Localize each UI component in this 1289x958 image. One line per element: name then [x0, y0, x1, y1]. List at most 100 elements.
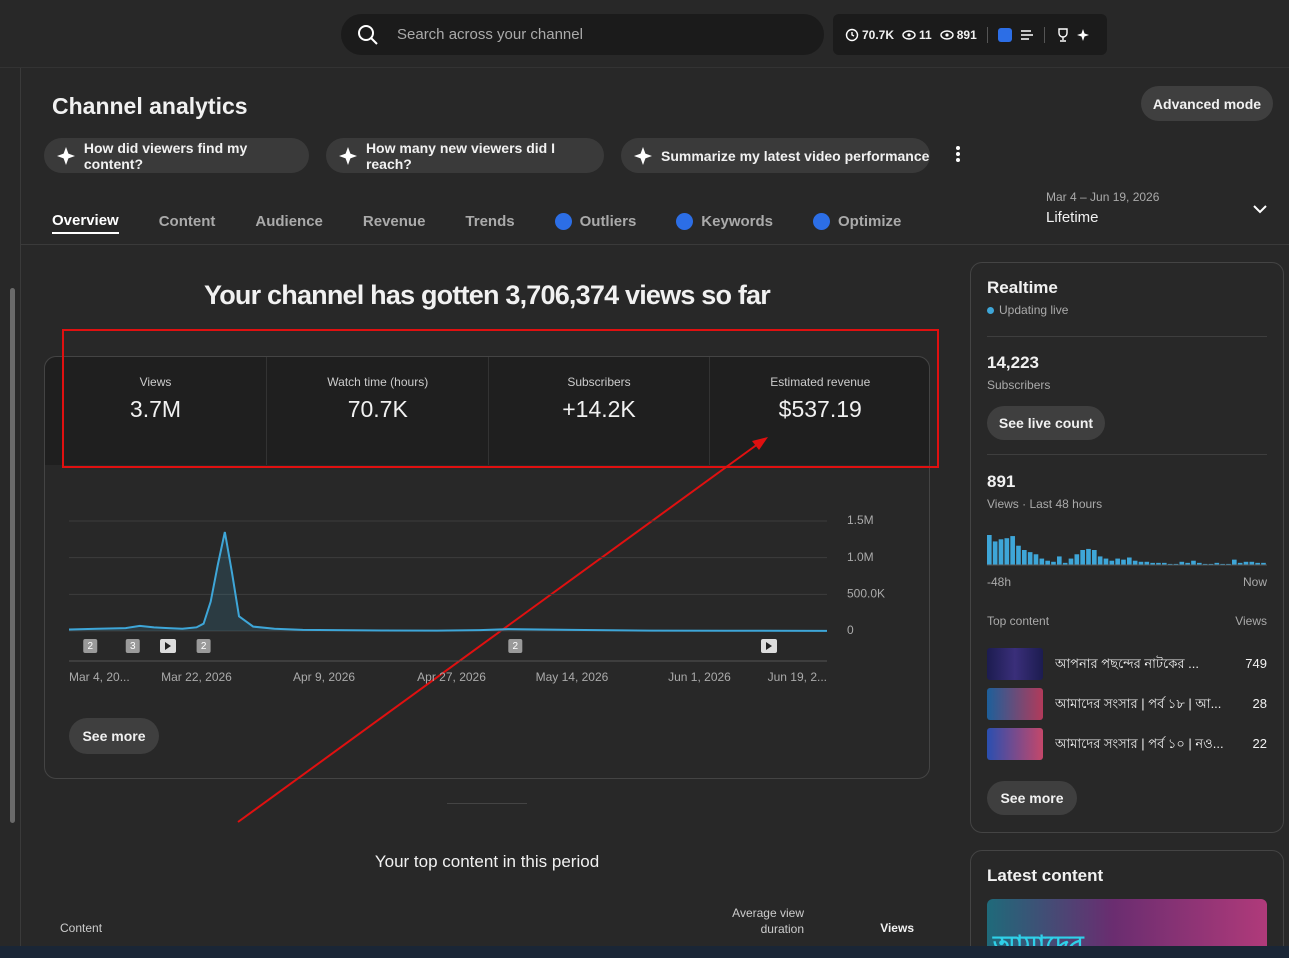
- iq-icon: [813, 212, 830, 230]
- metric-cell[interactable]: Views 3.7M: [45, 357, 266, 465]
- tab[interactable]: Content: [159, 208, 216, 234]
- see-live-count-button[interactable]: See live count: [987, 406, 1105, 440]
- metric-cell[interactable]: Subscribers +14.2K: [487, 357, 710, 465]
- divider: [447, 803, 527, 804]
- menu-icon[interactable]: [1020, 28, 1034, 42]
- headline: Your channel has gotten 3,706,374 views …: [204, 280, 771, 310]
- trophy-icon[interactable]: [1055, 27, 1071, 43]
- tab[interactable]: Trends: [465, 208, 514, 234]
- metric-value: 3.7M: [129, 396, 182, 422]
- sparkle-icon[interactable]: [1076, 27, 1093, 43]
- tab[interactable]: Optimize: [813, 208, 901, 234]
- separator: [986, 26, 988, 43]
- realtime-views: 891: [987, 472, 1016, 491]
- tab[interactable]: Overview: [52, 208, 119, 234]
- metric-value: 70.7K: [347, 396, 408, 422]
- tab-label: Revenue: [362, 212, 426, 230]
- prompt-chip[interactable]: Summarize my latest video performance: [621, 138, 930, 173]
- chevron-icon[interactable]: [1252, 203, 1268, 215]
- content-title[interactable]: আপনার পছন্দের নাটকের ...: [1055, 656, 1199, 671]
- bar-axis-label: Now: [1242, 575, 1267, 589]
- top-content-header: Top content: [987, 614, 1050, 628]
- realtime-card: [970, 262, 1284, 833]
- advanced-mode-button[interactable]: Advanced mode: [1141, 86, 1273, 121]
- tab[interactable]: Audience: [255, 208, 323, 234]
- tab-divider: [20, 244, 1289, 245]
- realtime-see-more-button[interactable]: See more: [987, 781, 1077, 815]
- metric-value: +14.2K: [562, 396, 636, 422]
- metric-label: Views: [139, 375, 172, 389]
- latest-content-title: Latest content: [987, 866, 1104, 885]
- iq-icon[interactable]: [997, 27, 1012, 42]
- content-thumbnail[interactable]: [987, 648, 1043, 680]
- metric-value: $537.19: [778, 396, 862, 422]
- sparkle-icon: [634, 146, 652, 165]
- tab-label: Overview: [52, 211, 119, 229]
- bar-axis-label: -48h: [987, 575, 1012, 589]
- subscriber-count: 14,223: [987, 353, 1039, 372]
- stat: 70.7K: [862, 27, 895, 42]
- tab[interactable]: Keywords: [676, 208, 773, 234]
- iq-icon: [554, 212, 572, 230]
- eye-icon: [902, 29, 916, 40]
- eye-icon: [940, 29, 954, 40]
- realtime-views-label: Views · Last 48 hours: [987, 497, 1103, 511]
- tab-label: Keywords: [701, 212, 773, 230]
- more-icon[interactable]: [952, 144, 964, 164]
- metric-label: Estimated revenue: [770, 375, 871, 389]
- prompt-text: How many new viewers did I reach?: [365, 139, 555, 172]
- subscriber-label: Subscribers: [987, 378, 1051, 392]
- sidebar-border: [20, 68, 21, 958]
- prompt-text: How did viewers find my content?: [83, 139, 248, 172]
- content-thumbnail[interactable]: [987, 728, 1043, 760]
- metric-label: Watch time (hours): [327, 375, 429, 389]
- tab-label: Audience: [255, 212, 323, 230]
- content-views: 22: [1252, 736, 1267, 751]
- column-header: Average view duration: [732, 906, 804, 936]
- tab-bar: Overview Content Audience Revenue Trends Outl…: [52, 208, 901, 234]
- metric-cell[interactable]: Estimated revenue $537.19: [708, 357, 931, 465]
- stat: 891: [956, 27, 977, 42]
- divider: [987, 454, 1267, 455]
- content-thumbnail[interactable]: [987, 688, 1043, 720]
- see-more-button[interactable]: See more: [69, 718, 159, 754]
- prompt-chip[interactable]: How did viewers find my content?: [44, 138, 309, 173]
- divider: [987, 336, 1267, 337]
- date-range: Mar 4 – Jun 19, 2026: [1046, 190, 1160, 204]
- taskbar: [0, 946, 1289, 958]
- views-header: Views: [1235, 614, 1267, 628]
- scrollbar[interactable]: [10, 288, 15, 823]
- tab-label: Content: [158, 212, 216, 230]
- content-views: 749: [1245, 656, 1267, 671]
- content-title[interactable]: আমাদের সংসার | পর্ব ১৮ | আ...: [1055, 696, 1222, 711]
- stat: 11: [919, 27, 932, 42]
- column-header: Views: [880, 921, 914, 935]
- latest-content-card: [970, 850, 1284, 958]
- date-range-label[interactable]: Lifetime: [1046, 209, 1099, 226]
- sparkle-icon: [339, 146, 357, 165]
- live-status: Updating live: [999, 303, 1069, 317]
- top-content-title: Your top content in this period: [374, 852, 600, 871]
- search-box[interactable]: Search across your channel: [341, 14, 824, 55]
- separator: [1043, 26, 1045, 43]
- tab[interactable]: Outliers: [554, 208, 637, 234]
- column-header: Content: [60, 921, 103, 935]
- tab-label: Trends: [465, 212, 515, 230]
- content-title[interactable]: আমাদের সংসার | পর্ব ১০ | নও...: [1055, 736, 1224, 751]
- tab[interactable]: Revenue: [363, 208, 426, 234]
- content-views: 28: [1252, 696, 1267, 711]
- search-icon: [358, 25, 378, 45]
- iq-icon: [676, 212, 694, 230]
- top-bar: [0, 0, 1289, 68]
- tab-label: Optimize: [838, 212, 902, 230]
- page-title: Channel analytics: [52, 93, 248, 119]
- realtime-title: Realtime: [987, 278, 1058, 297]
- search-placeholder: Search across your channel: [397, 26, 583, 43]
- metric-cell[interactable]: Watch time (hours) 70.7K: [266, 357, 488, 465]
- metric-label: Subscribers: [567, 375, 631, 389]
- sparkle-icon: [57, 146, 75, 165]
- stats-box: 70.7K 11 891: [833, 14, 1107, 55]
- tab-label: Outliers: [579, 212, 637, 230]
- prompt-chip[interactable]: How many new viewers did I reach?: [326, 138, 604, 173]
